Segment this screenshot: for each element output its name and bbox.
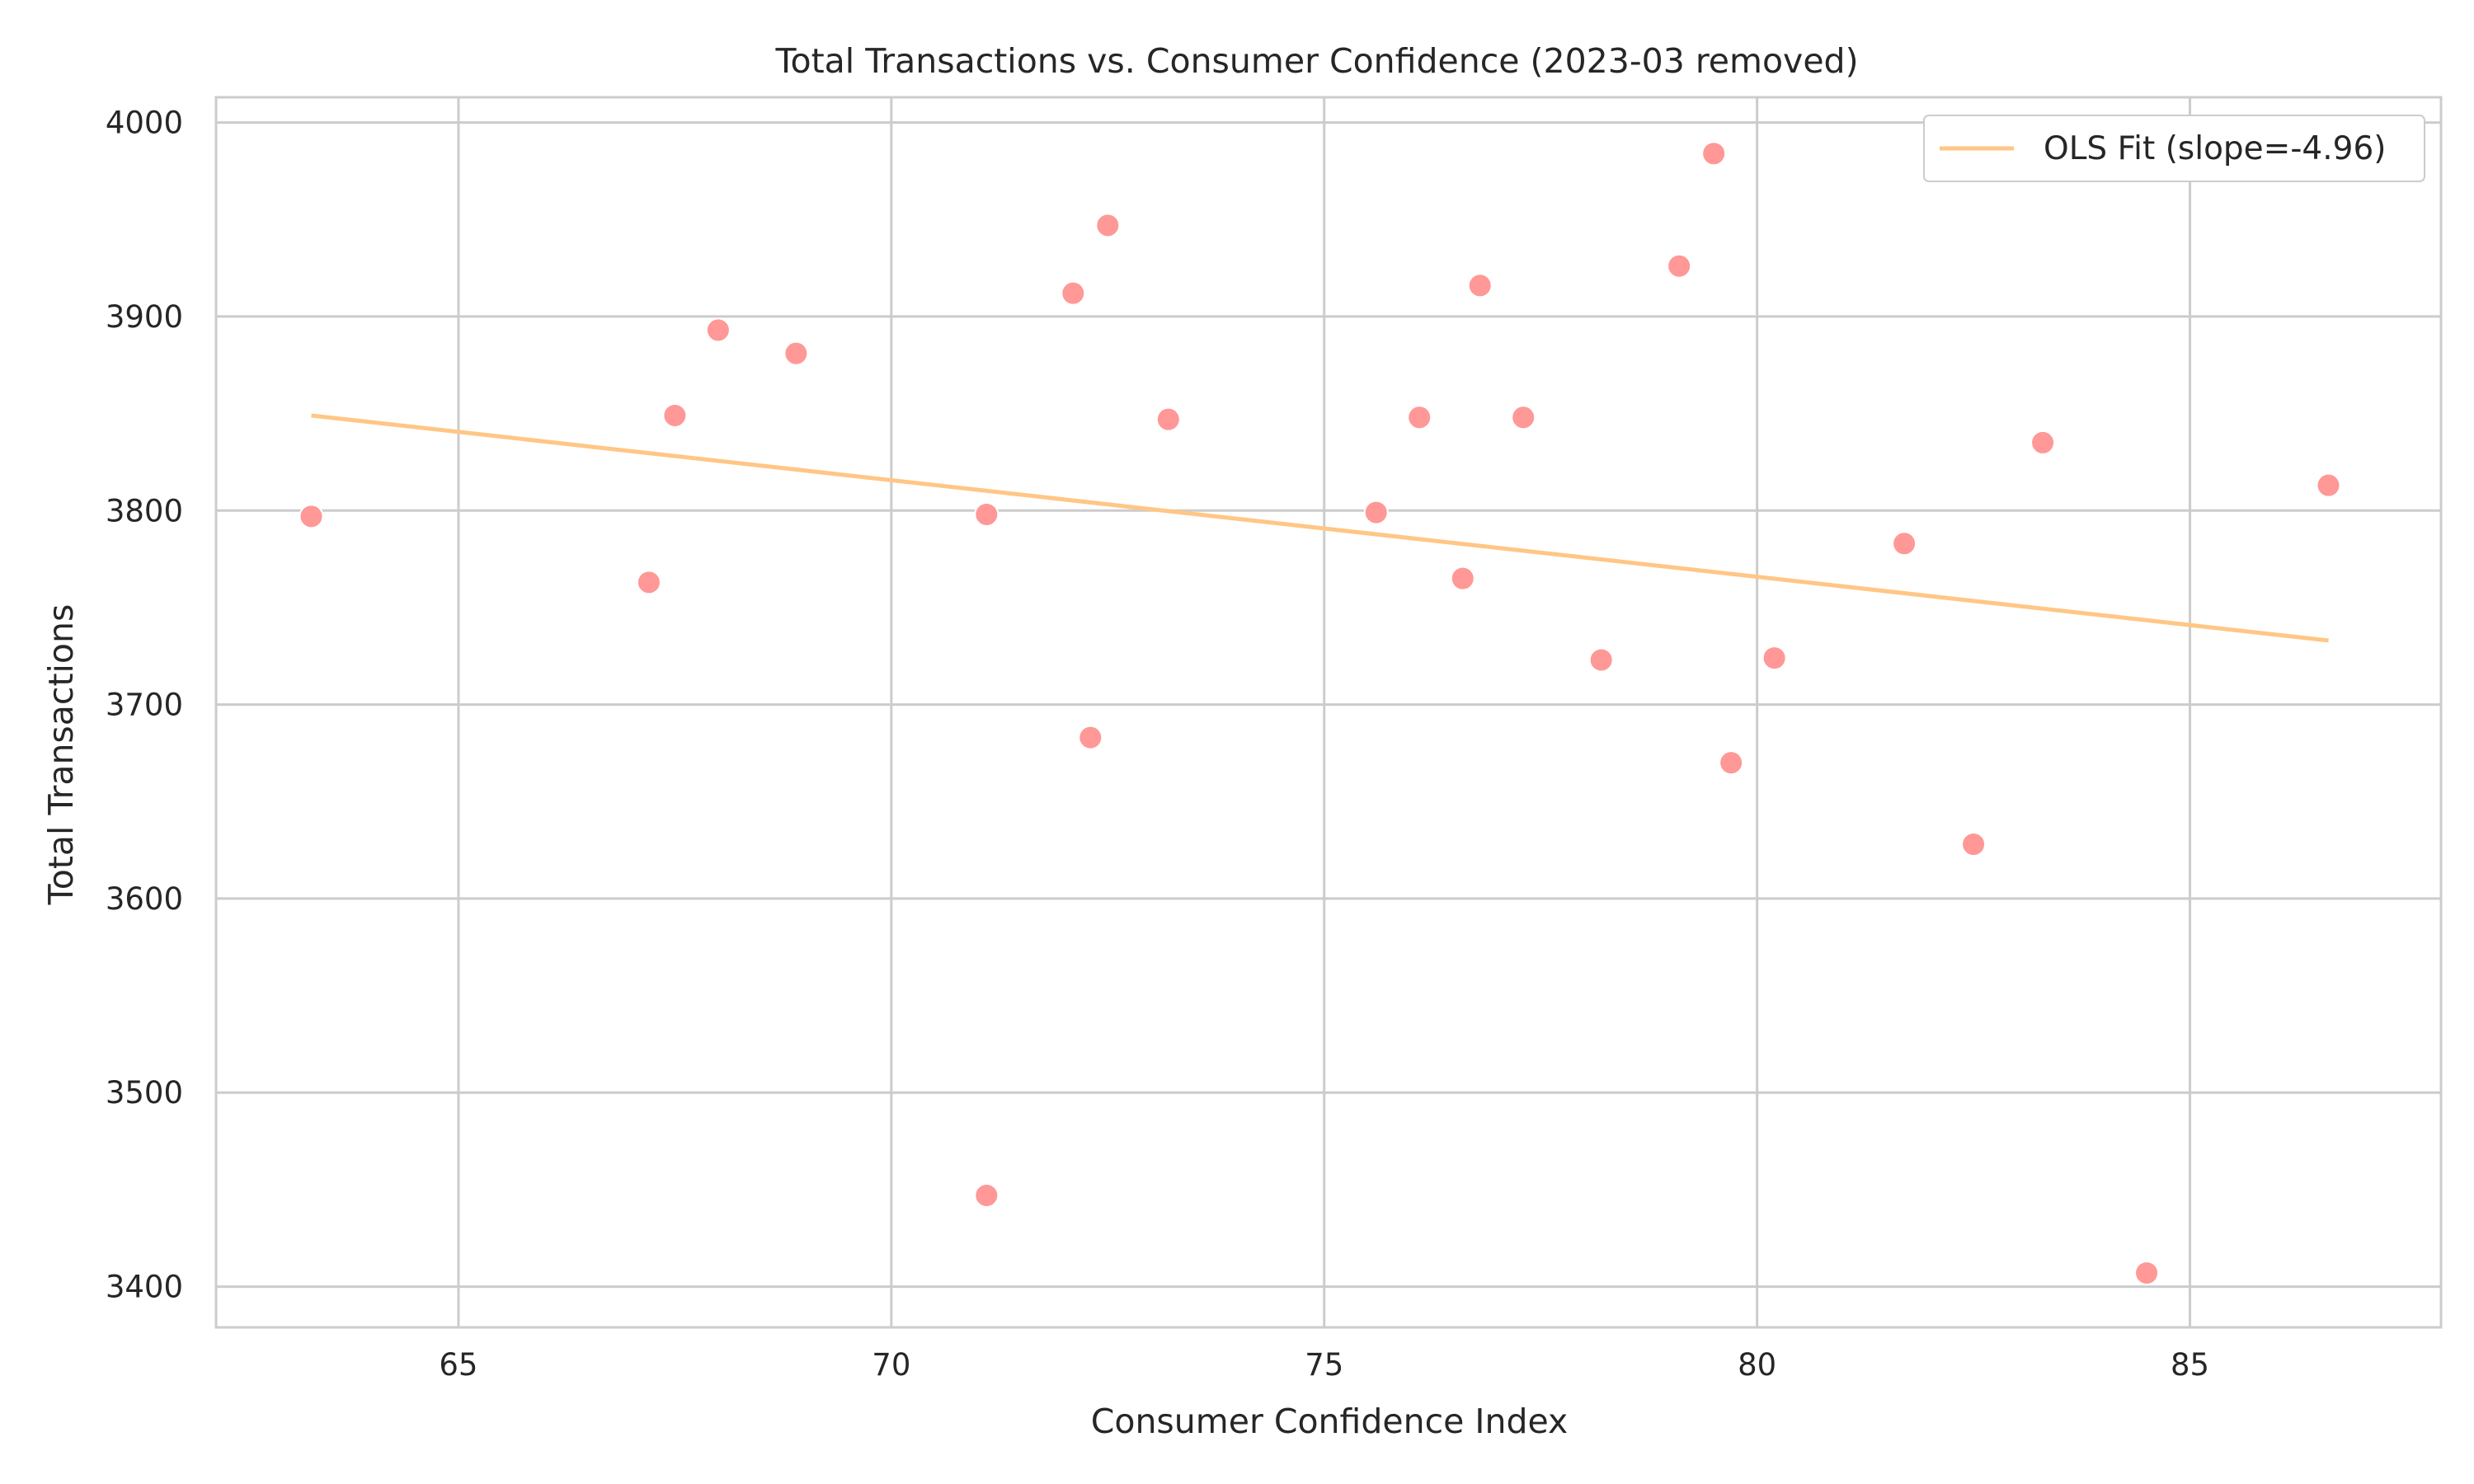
- scatter-point: [1467, 273, 1493, 298]
- scatter-point: [2316, 472, 2341, 498]
- scatter-point: [299, 504, 324, 529]
- y-tick-label: 3400: [106, 1270, 183, 1305]
- chart-title: Total Transactions vs. Consumer Confiden…: [774, 41, 1858, 81]
- scatter-point: [1095, 213, 1121, 238]
- x-tick-label: 70: [872, 1347, 910, 1383]
- scatter-point: [783, 340, 809, 366]
- y-tick-label: 3800: [106, 493, 183, 528]
- scatter-point: [1511, 405, 1536, 430]
- x-tick-label: 75: [1305, 1347, 1343, 1383]
- scatter-point: [1363, 500, 1389, 525]
- plot-frame: [214, 96, 2443, 1329]
- y-tick-labels: 3400 3500 3600 3700 3800 3900 4000: [106, 106, 183, 1305]
- x-tick-label: 80: [1738, 1347, 1776, 1383]
- y-tick-label: 3500: [106, 1075, 183, 1111]
- x-axis-label: Consumer Confidence Index: [1091, 1402, 1569, 1441]
- scatter-point: [974, 1182, 999, 1208]
- y-tick-label: 3700: [106, 688, 183, 723]
- y-tick-label: 3900: [106, 299, 183, 335]
- y-tick-label: 3600: [106, 881, 183, 917]
- grid-lines: [216, 97, 2441, 1327]
- y-axis-label: Total Transactions: [41, 604, 81, 906]
- scatter-point: [2030, 430, 2056, 455]
- x-tick-labels: 65 70 75 80 85: [439, 1347, 2209, 1383]
- scatter-point: [2134, 1261, 2160, 1286]
- scatter-point: [1961, 832, 1987, 857]
- scatter-point: [1061, 280, 1086, 306]
- ols-fit-line: [311, 413, 2329, 643]
- scatter-points: [299, 141, 2341, 1286]
- legend-box: [1923, 115, 2425, 182]
- scatter-point: [1701, 141, 1727, 167]
- scatter-point: [974, 501, 999, 527]
- legend-fit-label: OLS Fit (slope=-4.96): [2044, 130, 2386, 167]
- scatter-point: [1719, 750, 1744, 776]
- legend: OLS Fit (slope=-4.96): [1923, 115, 2425, 182]
- x-tick-label: 85: [2171, 1347, 2209, 1383]
- scatter-point: [1078, 725, 1103, 750]
- scatter-point: [1667, 253, 1692, 279]
- scatter-point: [1155, 406, 1181, 432]
- scatter-point: [662, 402, 688, 428]
- scatter-point: [636, 570, 661, 595]
- scatter-point: [1892, 531, 1917, 556]
- scatter-point: [1407, 405, 1432, 430]
- scatter-point: [1761, 646, 1787, 671]
- scatter-point: [705, 317, 731, 343]
- x-tick-label: 65: [439, 1347, 477, 1383]
- scatter-point: [1588, 647, 1614, 673]
- fit-line-group: [311, 413, 2329, 643]
- y-tick-label: 4000: [106, 106, 183, 141]
- scatter-point: [1450, 566, 1475, 591]
